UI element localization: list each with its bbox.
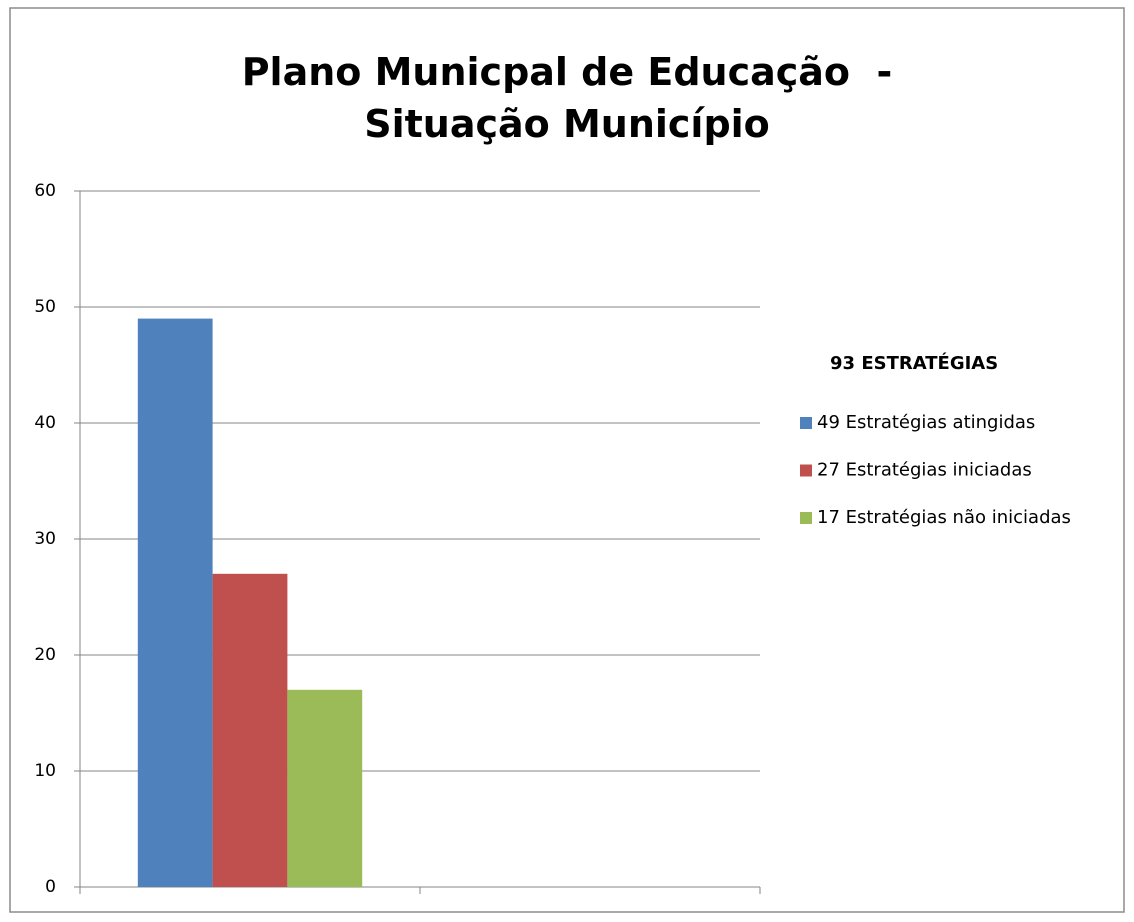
chart-title: Plano Municpal de Educação - Situação Mu… xyxy=(241,50,906,146)
bar xyxy=(212,573,288,887)
legend-swatch xyxy=(800,512,812,524)
y-tick-label: 60 xyxy=(34,181,56,201)
legend-label: 49 Estratégias atingidas xyxy=(817,412,1035,433)
y-tick-label: 50 xyxy=(34,297,56,317)
legend-label: 27 Estratégias iniciadas xyxy=(817,460,1032,481)
legend-swatch xyxy=(800,417,812,429)
y-tick-label: 30 xyxy=(34,529,56,549)
legend-swatch xyxy=(800,464,812,477)
legend-title: 93 ESTRATÉGIAS xyxy=(830,352,998,374)
y-tick-label: 0 xyxy=(45,877,56,897)
y-tick-label: 20 xyxy=(34,645,56,665)
bar xyxy=(137,318,213,888)
y-tick-label: 40 xyxy=(34,413,56,433)
legend-label: 17 Estratégias não iniciadas xyxy=(817,507,1071,528)
y-tick-label: 10 xyxy=(34,761,56,781)
bar xyxy=(287,689,363,887)
